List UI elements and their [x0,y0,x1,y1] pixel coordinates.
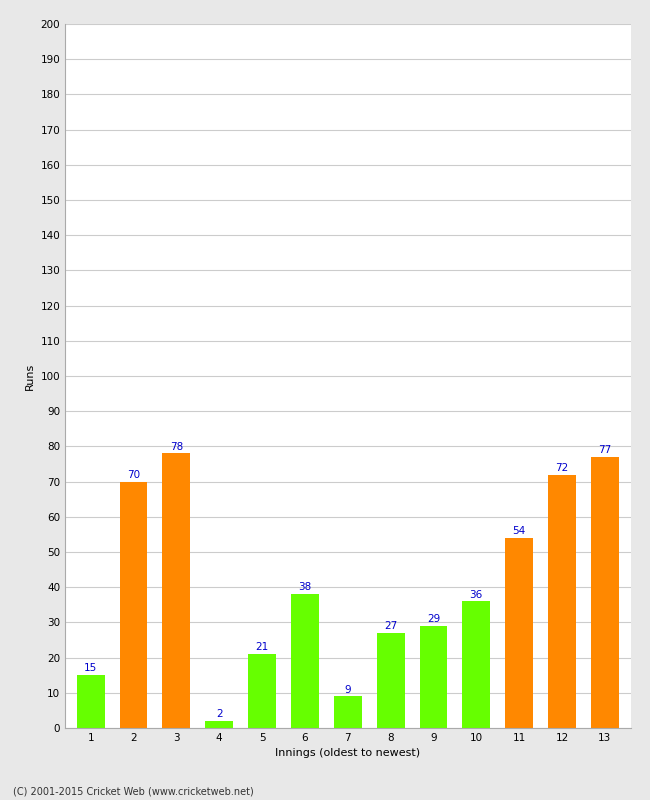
Y-axis label: Runs: Runs [25,362,35,390]
Text: 2: 2 [216,710,222,719]
Text: 29: 29 [427,614,440,624]
Text: 54: 54 [512,526,526,536]
Bar [291,594,319,728]
Text: 9: 9 [344,685,351,694]
Text: 38: 38 [298,582,311,593]
Bar [334,696,361,728]
Bar [248,654,276,728]
Text: 72: 72 [555,462,569,473]
Bar [162,454,190,728]
Text: 70: 70 [127,470,140,480]
Text: 27: 27 [384,622,397,631]
Bar [120,482,148,728]
Text: 36: 36 [470,590,483,599]
Text: (C) 2001-2015 Cricket Web (www.cricketweb.net): (C) 2001-2015 Cricket Web (www.cricketwe… [13,786,254,796]
Text: 21: 21 [255,642,268,652]
Text: 77: 77 [598,445,612,455]
Bar [505,538,533,728]
Bar [548,474,576,728]
Text: 78: 78 [170,442,183,452]
Bar [77,675,105,728]
Bar [591,457,619,728]
Text: 15: 15 [84,663,98,674]
Bar [419,626,447,728]
Bar [376,633,404,728]
Bar [462,602,490,728]
X-axis label: Innings (oldest to newest): Innings (oldest to newest) [275,749,421,758]
Bar [205,721,233,728]
